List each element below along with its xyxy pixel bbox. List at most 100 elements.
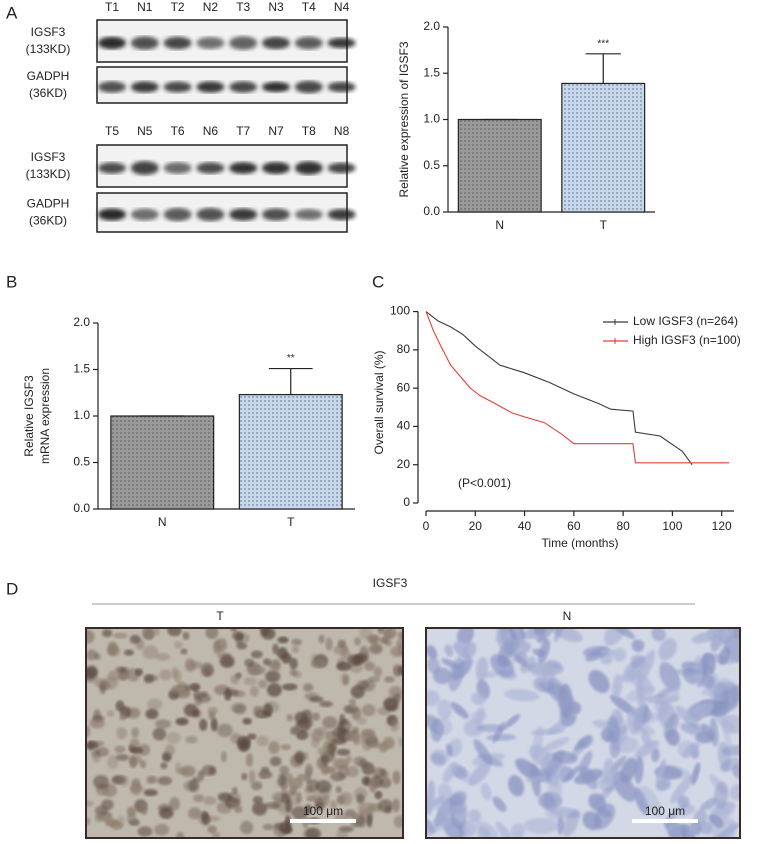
cell	[445, 743, 453, 757]
cell	[557, 814, 565, 835]
cell	[600, 648, 616, 656]
cell	[250, 665, 266, 675]
cell	[533, 628, 547, 636]
cell	[86, 741, 99, 750]
error-bar	[268, 367, 313, 395]
cell	[361, 703, 376, 717]
band	[163, 36, 192, 50]
cell	[303, 683, 314, 692]
cell	[123, 649, 134, 656]
cell	[251, 781, 263, 791]
cell	[369, 779, 377, 793]
cell	[455, 640, 471, 659]
cell	[126, 806, 137, 817]
cell	[252, 796, 263, 804]
y-axis-label: mRNA expression	[38, 368, 52, 464]
cell	[309, 696, 324, 703]
cell	[114, 745, 126, 754]
cell	[397, 631, 403, 641]
cell	[263, 703, 273, 716]
y-tick-label: 0.5	[423, 158, 440, 172]
row-label: IGSF3	[31, 25, 66, 39]
cell	[86, 725, 91, 738]
cell	[217, 723, 233, 738]
panel-letter: A	[6, 3, 18, 22]
cell	[145, 708, 159, 720]
cell	[193, 794, 205, 803]
band	[294, 36, 323, 50]
cell	[188, 661, 203, 669]
cell	[593, 782, 617, 807]
cell	[654, 701, 669, 715]
cell	[211, 718, 218, 732]
ihc-label: T	[216, 609, 224, 623]
ihc-label: N	[563, 609, 572, 623]
cell	[658, 638, 677, 661]
cell	[147, 698, 163, 710]
cell	[508, 775, 525, 797]
cell	[473, 739, 493, 765]
cell	[609, 628, 636, 639]
bar	[457, 118, 542, 213]
band	[98, 81, 126, 93]
cell	[152, 727, 167, 741]
row-label: GADPH	[27, 197, 70, 211]
cell	[322, 794, 330, 807]
cell	[155, 719, 172, 729]
cell	[158, 807, 174, 819]
cell	[325, 637, 333, 651]
cell	[495, 821, 514, 838]
cell	[332, 758, 349, 770]
cell	[271, 659, 281, 672]
y-tick-label: 1.5	[423, 65, 440, 79]
x-axis-label: Time (months)	[542, 536, 619, 550]
cell	[269, 756, 282, 767]
x-tick-label: 0	[423, 519, 430, 533]
cell	[677, 795, 690, 809]
cell	[582, 811, 602, 831]
x-tick-label: N	[495, 218, 504, 232]
cell	[175, 717, 189, 726]
cell	[670, 775, 693, 804]
cell	[180, 648, 188, 655]
band	[229, 81, 258, 93]
cell	[234, 632, 243, 645]
cell	[159, 669, 172, 681]
x-tick-label: 100	[662, 519, 682, 533]
cell	[164, 744, 176, 757]
cell	[188, 807, 202, 820]
row-label: GADPH	[27, 69, 70, 83]
cell	[439, 802, 453, 814]
y-tick-label: 0.5	[73, 455, 90, 469]
cell	[651, 628, 666, 642]
y-tick-label: 2.0	[423, 19, 440, 33]
cell	[257, 679, 268, 689]
cell	[318, 634, 325, 644]
cell	[698, 821, 714, 835]
band	[327, 209, 356, 220]
cell	[294, 750, 305, 764]
cell	[200, 662, 214, 677]
cell	[110, 821, 123, 830]
cell	[651, 747, 660, 763]
cell	[634, 755, 644, 784]
cell	[626, 707, 644, 735]
cell	[160, 762, 168, 770]
x-tick-label: T	[600, 218, 608, 232]
cell	[709, 717, 719, 747]
cell	[175, 768, 190, 775]
cell	[86, 800, 94, 807]
cell	[188, 779, 200, 793]
cell	[148, 775, 158, 784]
x-tick-label: 120	[712, 519, 732, 533]
cell	[249, 685, 259, 697]
cell	[129, 634, 141, 644]
cell	[612, 673, 623, 699]
band	[130, 161, 159, 175]
cell	[290, 726, 299, 735]
x-tick-label: 40	[518, 519, 532, 533]
cell	[86, 649, 98, 661]
cell	[107, 641, 118, 656]
cell	[562, 765, 581, 784]
